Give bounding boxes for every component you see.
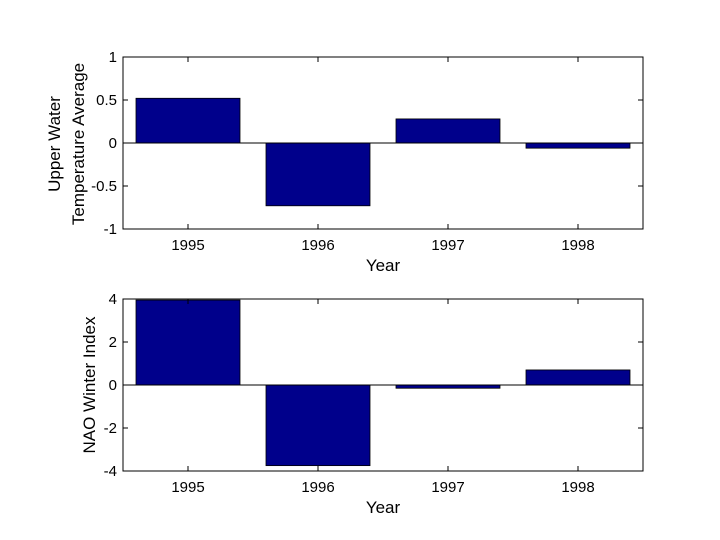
nao-chart: 4 2 0 -2 -4 1995 1996 1997 1998 Year NAO Winter In… (80, 291, 644, 517)
bar-0-1997 (395, 118, 501, 144)
y-tick-label: 2 (109, 334, 117, 351)
x-tick-label: 1995 (171, 237, 204, 254)
temperature-chart: 1 0.5 0 -0.5 -1 1995 1996 1997 1998 Year Upper Wat… (45, 49, 644, 275)
y-axis-label: Temperature Average (69, 63, 88, 225)
y-axis-label: NAO Winter Index (80, 316, 99, 453)
y-tick-label: 0.5 (96, 92, 117, 109)
bar-0-1995 (135, 97, 241, 144)
bar-0-1996 (265, 142, 371, 207)
x-tick-label: 1995 (171, 479, 204, 496)
bar-1-1998 (525, 369, 631, 386)
x-axis-label: Year (366, 256, 401, 275)
y-tick-label: -4 (104, 463, 117, 480)
x-tick-label: 1998 (561, 479, 594, 496)
x-tick-label: 1997 (431, 237, 464, 254)
x-tick-label: 1996 (301, 237, 334, 254)
x-tick-label: 1997 (431, 479, 464, 496)
bar-1-1995 (135, 299, 241, 386)
y-tick-label: 0 (109, 377, 117, 394)
y-tick-label: 0 (109, 135, 117, 152)
y-tick-label: -1 (104, 221, 117, 238)
x-tick-label: 1996 (301, 479, 334, 496)
y-axis-label: Upper Water (45, 96, 64, 192)
y-tick-label: 4 (109, 291, 117, 308)
x-tick-label: 1998 (561, 237, 594, 254)
y-tick-label: -2 (104, 420, 117, 437)
y-tick-label: 1 (109, 49, 117, 66)
bar-1-1996 (265, 384, 371, 467)
y-tick-label: -0.5 (91, 178, 117, 195)
x-axis-label: Year (366, 498, 401, 517)
bar-0-1998 (525, 142, 631, 149)
